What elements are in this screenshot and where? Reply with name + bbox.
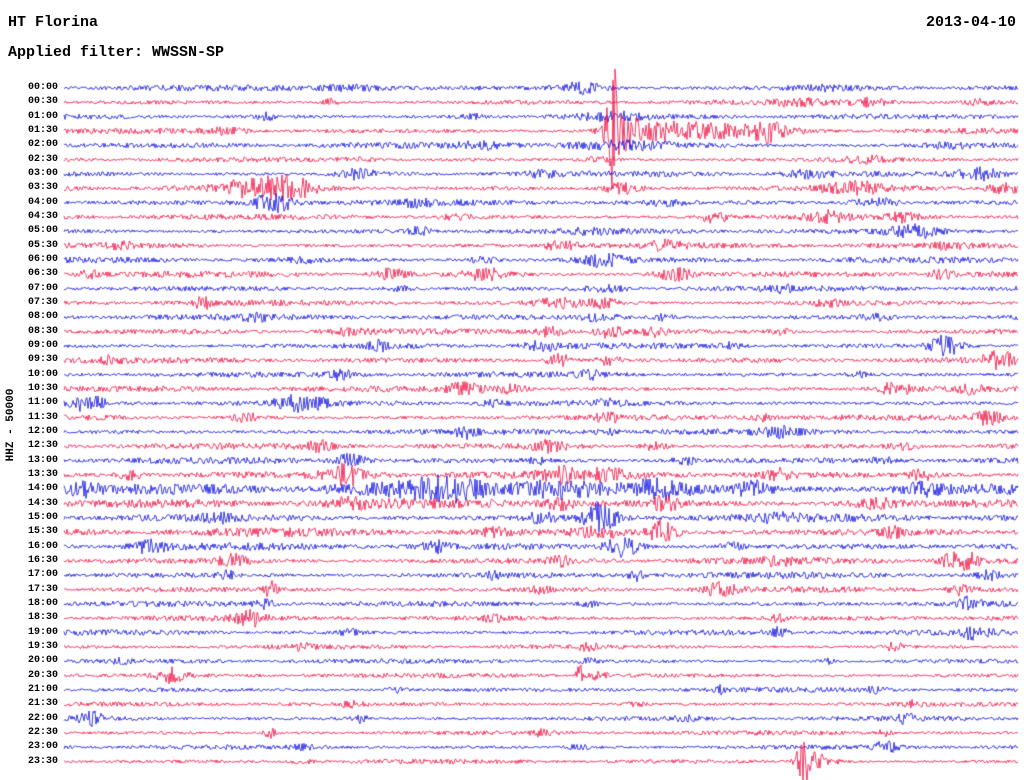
time-label: 07:30 [27,296,58,308]
time-label: 10:00 [27,368,58,380]
time-label: 04:00 [27,196,58,208]
time-label: 23:00 [27,741,58,753]
time-label: 22:00 [27,712,58,724]
time-label: 21:00 [27,683,58,695]
time-label: 17:30 [27,583,58,595]
time-label: 23:30 [27,755,58,767]
time-label: 15:30 [27,526,58,538]
time-label: 19:30 [27,640,58,652]
time-label: 16:30 [27,554,58,566]
time-label: 00:00 [27,82,58,93]
time-label: 03:00 [27,167,58,179]
time-label: 12:30 [27,440,58,452]
time-label: 17:00 [27,569,58,581]
time-label: 11:30 [27,411,58,423]
time-label: 12:00 [27,425,58,437]
time-label: 15:00 [27,511,58,523]
station-name: HT Florina [8,14,99,31]
time-label: 18:00 [27,597,58,609]
time-label: 01:00 [27,110,58,122]
time-label: 21:30 [27,698,58,710]
time-label: 14:00 [27,483,58,495]
time-label: 03:30 [27,182,58,194]
time-label: 08:30 [27,325,58,337]
time-label: 02:00 [27,139,58,151]
time-label: 09:00 [27,339,58,351]
time-label: 13:00 [27,454,58,466]
time-label: 16:00 [27,540,58,552]
time-label: 05:30 [27,239,58,251]
time-label: 09:30 [27,354,58,366]
time-label: 19:00 [27,626,58,638]
date-label: 2013-04-10 [925,14,1016,31]
time-label: 02:30 [27,153,58,165]
time-label: 06:00 [27,253,58,265]
time-label: 01:30 [27,124,58,136]
time-label: 13:30 [27,468,58,480]
time-label: 18:30 [27,612,58,624]
time-label: 22:30 [27,726,58,738]
time-label: 07:00 [27,282,58,294]
time-label: 08:00 [27,311,58,323]
time-label: 11:00 [27,397,58,409]
time-label: 04:30 [27,210,58,222]
time-label: 10:30 [27,382,58,394]
filter-label: Applied filter: WWSSN-SP [8,44,225,61]
time-label: 00:30 [27,96,58,108]
time-label: 20:00 [27,655,58,667]
time-label: 14:30 [27,497,58,509]
time-label: 20:30 [27,669,58,681]
time-label: 05:00 [27,225,58,237]
time-label: 06:30 [27,268,58,280]
